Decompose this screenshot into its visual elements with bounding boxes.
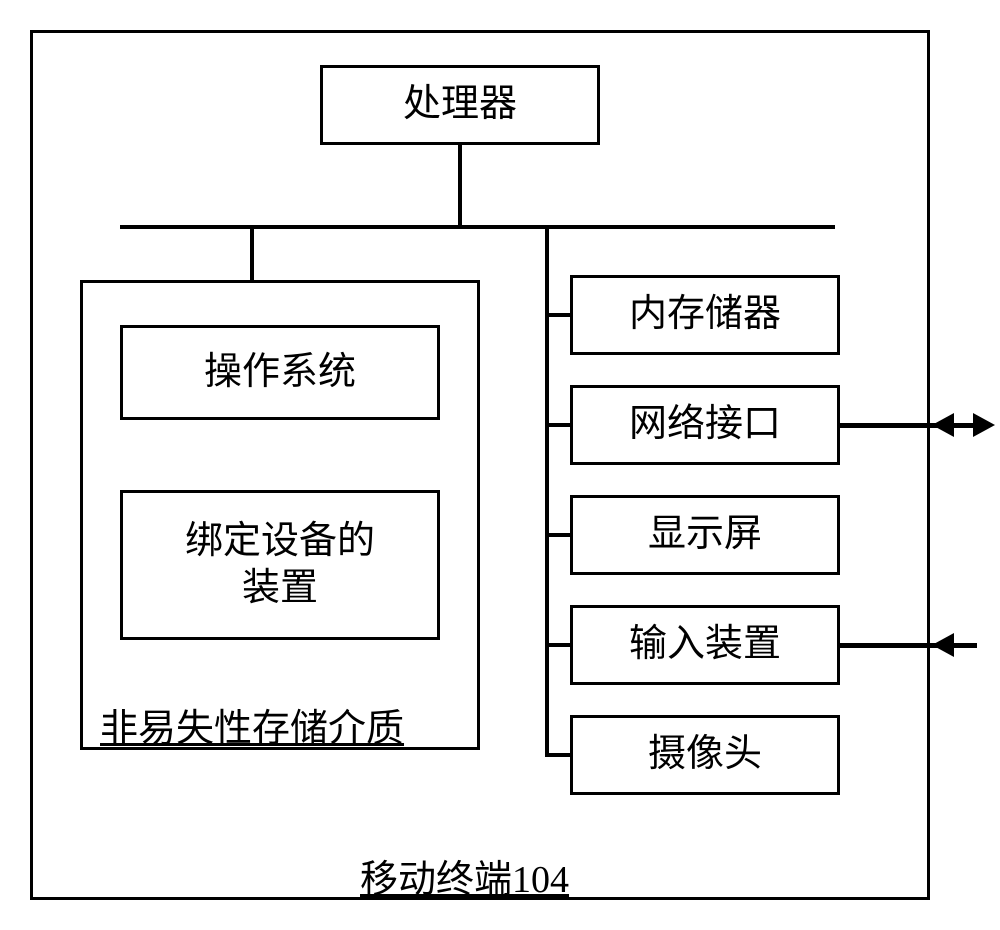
input-arrowhead-left xyxy=(932,633,954,657)
camera-label: 摄像头 xyxy=(648,731,762,779)
input-box: 输入装置 xyxy=(570,605,840,685)
footer-caption: 移动终端104 xyxy=(360,848,569,903)
net-box: 网络接口 xyxy=(570,385,840,465)
input-label: 输入装置 xyxy=(629,621,781,669)
net-arrow-shaft xyxy=(840,423,977,428)
os-label: 操作系统 xyxy=(204,349,356,397)
mem-spur-line xyxy=(545,313,570,317)
os-box: 操作系统 xyxy=(120,325,440,420)
bus-to-nv-line xyxy=(250,225,254,280)
net-arrowhead-right xyxy=(973,413,995,437)
disp-label: 显示屏 xyxy=(648,511,762,559)
disp-spur-line xyxy=(545,533,570,537)
net-arrowhead-left xyxy=(932,413,954,437)
disp-box: 显示屏 xyxy=(570,495,840,575)
mem-box: 内存储器 xyxy=(570,275,840,355)
bus-horizontal xyxy=(120,225,835,229)
binding-device-label: 绑定设备的 装置 xyxy=(185,518,375,613)
net-label: 网络接口 xyxy=(629,401,781,449)
camera-spur-line xyxy=(545,753,570,757)
processor-label: 处理器 xyxy=(403,81,517,129)
binding-device-box: 绑定设备的 装置 xyxy=(120,490,440,640)
mem-label: 内存储器 xyxy=(629,291,781,339)
processor-box: 处理器 xyxy=(320,65,600,145)
camera-box: 摄像头 xyxy=(570,715,840,795)
bus-right-vertical xyxy=(545,225,549,755)
net-spur-line xyxy=(545,423,570,427)
diagram-canvas: 移动终端104 处理器 非易失性存储介质 操作系统 绑定设备的 装置 内存储器网… xyxy=(0,0,1000,930)
nonvolatile-caption: 非易失性存储介质 xyxy=(100,697,404,752)
input-spur-line xyxy=(545,643,570,647)
input-arrow-shaft xyxy=(840,643,977,648)
processor-to-bus-line xyxy=(458,145,462,225)
